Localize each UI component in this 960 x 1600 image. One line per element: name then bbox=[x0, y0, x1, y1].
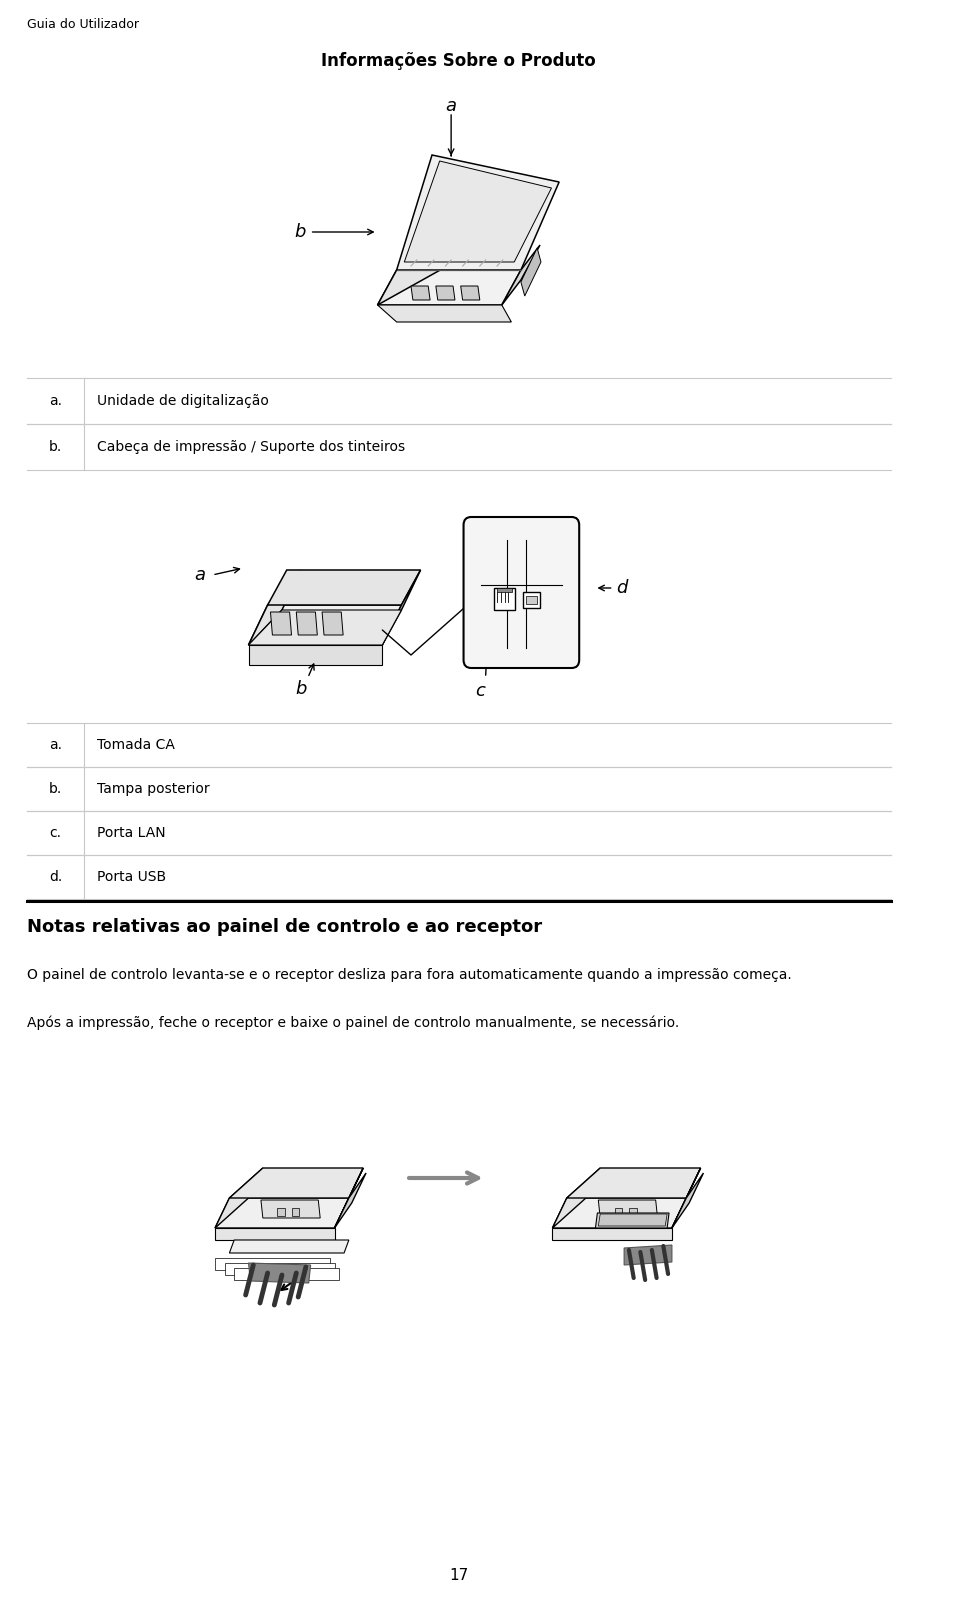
Polygon shape bbox=[334, 1173, 366, 1229]
Text: Unidade de digitalização: Unidade de digitalização bbox=[98, 394, 270, 408]
Text: c: c bbox=[475, 682, 485, 701]
Polygon shape bbox=[672, 1173, 704, 1229]
Polygon shape bbox=[229, 1168, 363, 1198]
Polygon shape bbox=[595, 1213, 669, 1229]
Polygon shape bbox=[396, 155, 559, 270]
Text: Porta USB: Porta USB bbox=[98, 870, 167, 883]
Text: Tomada CA: Tomada CA bbox=[98, 738, 176, 752]
Polygon shape bbox=[461, 286, 480, 301]
Polygon shape bbox=[672, 1168, 701, 1229]
Polygon shape bbox=[552, 1198, 686, 1229]
Text: a.: a. bbox=[49, 738, 62, 752]
Text: Notas relativas ao painel de controlo e ao receptor: Notas relativas ao painel de controlo e … bbox=[27, 918, 541, 936]
Polygon shape bbox=[249, 610, 401, 645]
Polygon shape bbox=[292, 1208, 300, 1216]
Polygon shape bbox=[249, 1262, 311, 1283]
Polygon shape bbox=[382, 570, 420, 645]
Polygon shape bbox=[215, 1229, 334, 1240]
Text: Porta LAN: Porta LAN bbox=[98, 826, 166, 840]
Polygon shape bbox=[552, 1168, 600, 1229]
Polygon shape bbox=[614, 1208, 622, 1216]
Polygon shape bbox=[521, 248, 541, 296]
FancyBboxPatch shape bbox=[464, 517, 579, 669]
Polygon shape bbox=[261, 1200, 321, 1218]
Polygon shape bbox=[411, 286, 430, 301]
Polygon shape bbox=[297, 611, 318, 635]
Text: b: b bbox=[296, 680, 307, 698]
Polygon shape bbox=[249, 645, 382, 666]
Polygon shape bbox=[215, 1168, 263, 1229]
Text: d.: d. bbox=[49, 870, 62, 883]
Polygon shape bbox=[334, 1168, 363, 1229]
Polygon shape bbox=[396, 262, 521, 270]
Text: Informações Sobre o Produto: Informações Sobre o Produto bbox=[322, 51, 596, 70]
Polygon shape bbox=[598, 1214, 667, 1226]
Text: a: a bbox=[195, 566, 205, 584]
Polygon shape bbox=[323, 611, 343, 635]
Polygon shape bbox=[526, 595, 538, 603]
Text: d: d bbox=[616, 579, 628, 597]
Polygon shape bbox=[497, 587, 513, 592]
Polygon shape bbox=[234, 1267, 339, 1280]
Polygon shape bbox=[404, 162, 551, 262]
Polygon shape bbox=[215, 1198, 348, 1229]
Polygon shape bbox=[277, 1208, 285, 1216]
Text: c.: c. bbox=[49, 826, 61, 840]
Text: a.: a. bbox=[49, 394, 62, 408]
Polygon shape bbox=[629, 1208, 636, 1216]
Polygon shape bbox=[624, 1245, 672, 1266]
Polygon shape bbox=[229, 1240, 348, 1253]
Polygon shape bbox=[598, 1200, 658, 1218]
Polygon shape bbox=[249, 570, 301, 645]
Polygon shape bbox=[271, 611, 292, 635]
Text: Cabeça de impressão / Suporte dos tinteiros: Cabeça de impressão / Suporte dos tintei… bbox=[98, 440, 406, 454]
Polygon shape bbox=[377, 306, 512, 322]
Polygon shape bbox=[436, 286, 455, 301]
Polygon shape bbox=[523, 592, 540, 608]
Text: Tampa posterior: Tampa posterior bbox=[98, 782, 210, 795]
Text: 17: 17 bbox=[449, 1568, 468, 1582]
Polygon shape bbox=[225, 1262, 334, 1275]
Polygon shape bbox=[377, 230, 468, 306]
Text: O painel de controlo levanta-se e o receptor desliza para fora automaticamente q: O painel de controlo levanta-se e o rece… bbox=[27, 968, 791, 982]
Polygon shape bbox=[249, 605, 401, 645]
Polygon shape bbox=[566, 1168, 701, 1198]
Text: a: a bbox=[445, 98, 457, 115]
Polygon shape bbox=[502, 245, 540, 306]
Polygon shape bbox=[552, 1229, 672, 1240]
Text: b: b bbox=[295, 222, 306, 242]
Text: Guia do Utilizador: Guia do Utilizador bbox=[27, 18, 139, 30]
Polygon shape bbox=[268, 570, 420, 605]
Polygon shape bbox=[215, 1258, 329, 1270]
Polygon shape bbox=[494, 587, 516, 610]
Text: b.: b. bbox=[49, 440, 62, 454]
Text: b.: b. bbox=[49, 782, 62, 795]
Text: Após a impressão, feche o receptor e baixe o painel de controlo manualmente, se : Após a impressão, feche o receptor e bai… bbox=[27, 1016, 679, 1030]
Polygon shape bbox=[377, 270, 521, 306]
